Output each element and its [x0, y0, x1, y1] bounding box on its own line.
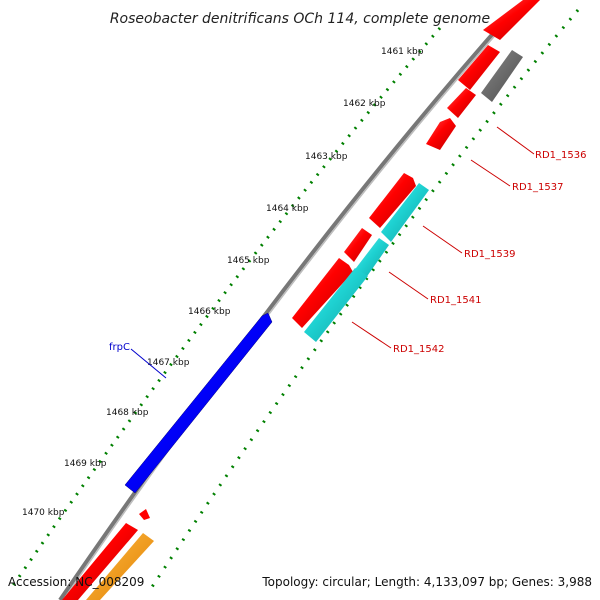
topology-summary: Topology: circular; Length: 4,133,097 bp…: [261, 575, 592, 589]
gene-small-arrow[interactable]: [426, 118, 456, 150]
gene-label-rd1-1542[interactable]: RD1_1542: [393, 344, 444, 355]
gene-gray[interactable]: [481, 50, 523, 102]
map-title: Roseobacter denitrificans OCh 114, compl…: [110, 11, 490, 27]
gene-rd1-1537[interactable]: [447, 88, 476, 118]
label-leaders: [130, 126, 535, 379]
gene-frpC[interactable]: [124, 312, 273, 494]
gene-label-rd1-1539[interactable]: RD1_1539: [464, 249, 515, 260]
gene-rd1-1542[interactable]: [304, 268, 368, 342]
gene-label-frpC[interactable]: frpC: [109, 342, 130, 353]
kbp-label: 1468 kbp: [106, 408, 149, 418]
kbp-label: 1461 kbp: [381, 47, 424, 57]
accession-text: Accession: NC_008209: [8, 575, 144, 589]
reverse-strand-genes: [62, 0, 540, 600]
kbp-label: 1462 kbp: [343, 99, 386, 109]
kbp-label: 1470 kbp: [22, 508, 65, 518]
gene-red-a[interactable]: [369, 173, 416, 228]
kbp-label: 1466 kbp: [188, 307, 231, 317]
gene-rd1-1539[interactable]: [381, 183, 429, 242]
kbp-label: 1469 kbp: [64, 459, 107, 469]
gene-label-rd1-1536[interactable]: RD1_1536: [535, 150, 586, 161]
forward-strand-genes: [124, 312, 273, 520]
gene-small-red[interactable]: [139, 509, 150, 520]
gene-top-red[interactable]: [483, 0, 540, 40]
kbp-label: 1467 kbp: [147, 358, 190, 368]
gene-bottom-orange[interactable]: [86, 533, 154, 600]
genome-backbone: [58, 10, 514, 600]
gene-label-rd1-1537[interactable]: RD1_1537: [512, 182, 563, 193]
kbp-label: 1463 kbp: [305, 152, 348, 162]
kbp-label: 1464 kbp: [266, 204, 309, 214]
kbp-scale: 1461 kbp 1462 kbp 1463 kbp 1464 kbp 1465…: [22, 47, 424, 518]
gene-bottom-red[interactable]: [62, 523, 138, 600]
gene-label-rd1-1541[interactable]: RD1_1541: [430, 295, 481, 306]
kbp-label: 1465 kbp: [227, 256, 270, 266]
genome-backbone-highlight: [62, 13, 515, 600]
gene-red-b[interactable]: [344, 228, 372, 262]
gene-red-c[interactable]: [292, 258, 353, 328]
gene-labels: frpC RD1_1536 RD1_1537 RD1_1539 RD1_1541…: [109, 150, 586, 355]
inner-tick-ring: [148, 9, 580, 591]
gene-rd1-1536[interactable]: [458, 45, 500, 90]
gene-rd1-1541[interactable]: [353, 238, 389, 282]
